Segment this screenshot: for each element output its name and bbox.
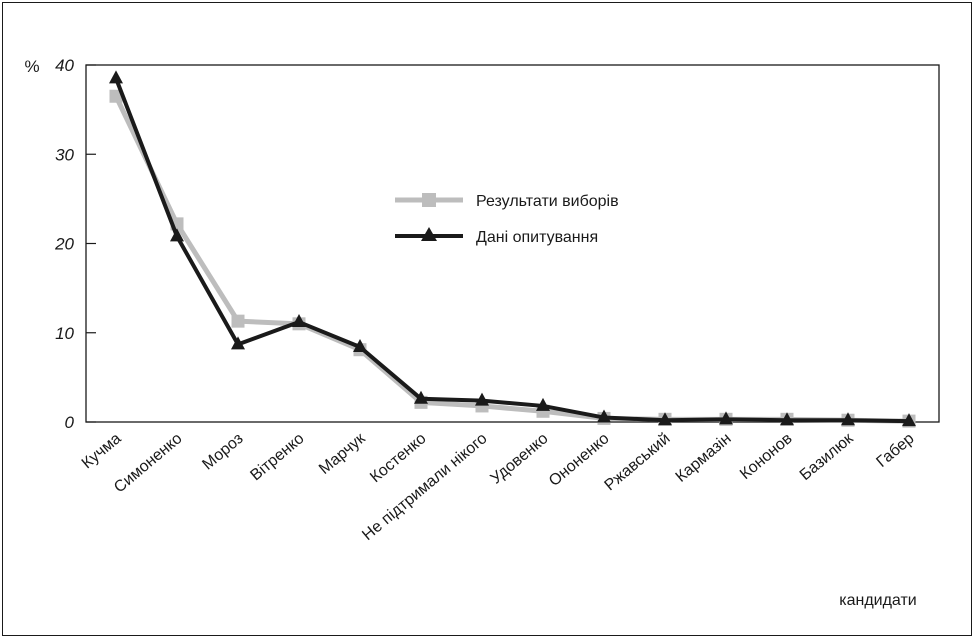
legend-label: Дані опитування <box>476 229 598 246</box>
data-point <box>902 413 916 427</box>
data-point <box>841 412 855 426</box>
x-tick-label: Симоненко <box>111 430 186 496</box>
x-tick-label: Кармазін <box>673 430 735 486</box>
legend-marker <box>421 227 437 241</box>
data-point <box>658 412 672 426</box>
y-tick-label: 40 <box>55 56 74 75</box>
x-tick-label: Удовенко <box>488 430 552 488</box>
x-tick-label: Не підтримали нікого <box>359 430 490 544</box>
data-point <box>780 412 794 426</box>
legend: Результати виборів Дані опитування <box>395 193 619 246</box>
y-axis: 0 10 20 30 40 <box>54 56 96 432</box>
data-point <box>536 397 550 411</box>
x-tick-label: Костенко <box>367 430 429 486</box>
y-tick-label: 30 <box>55 145 74 164</box>
x-tick-label: Кучма <box>79 430 125 472</box>
x-tick-label: Кононов <box>737 430 796 483</box>
series-line <box>113 95 910 424</box>
x-tick-label: Мороз <box>199 430 246 473</box>
series-line <box>114 77 910 424</box>
data-point <box>597 409 611 423</box>
data-point <box>414 390 428 404</box>
data-point <box>109 89 123 103</box>
data-point <box>170 228 184 242</box>
x-tick-label: Габер <box>873 430 917 471</box>
x-axis-label: кандидати <box>839 592 917 609</box>
legend-label: Результати виборів <box>476 193 619 210</box>
data-point <box>719 411 733 425</box>
x-tick-label: Ржавський <box>602 430 674 494</box>
y-axis-label: % <box>24 57 39 76</box>
data-point <box>231 314 245 328</box>
y-tick-label: 20 <box>54 235 74 254</box>
legend-marker <box>422 193 436 207</box>
x-tick-label: Марчук <box>316 429 369 478</box>
y-tick-label: 0 <box>65 413 75 432</box>
x-tick-label: Вітренко <box>247 430 307 484</box>
x-tick-label: Базилюк <box>797 429 858 484</box>
data-point <box>475 392 489 406</box>
data-point <box>353 339 367 353</box>
series-lines <box>109 70 916 428</box>
data-point <box>109 70 123 84</box>
data-point <box>231 336 245 350</box>
y-tick-label: 10 <box>55 324 74 343</box>
data-point <box>292 314 306 328</box>
